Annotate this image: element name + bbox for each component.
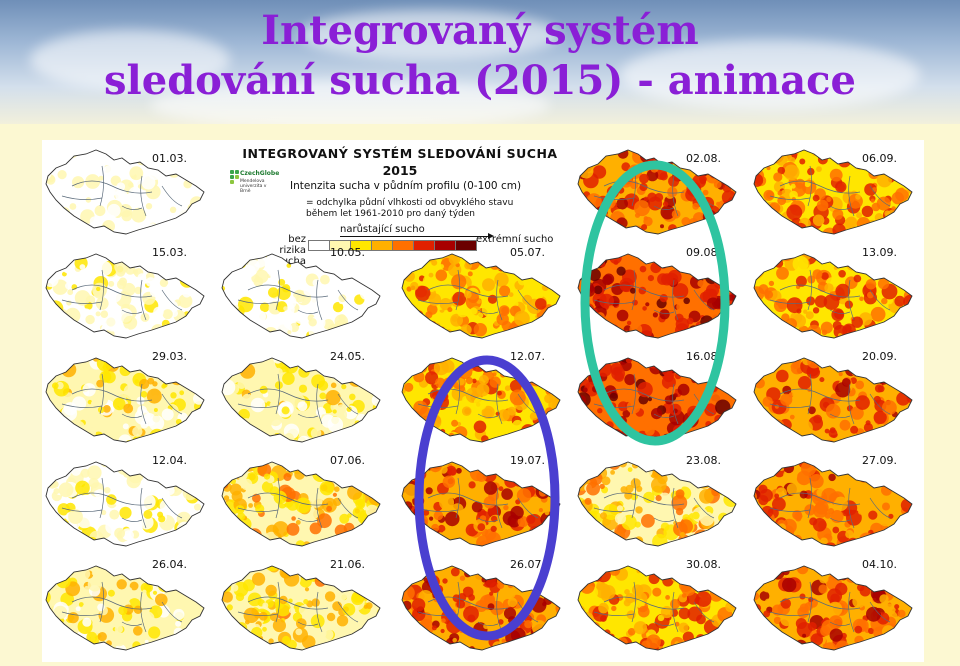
- map-date-label: 26.04.: [152, 558, 187, 571]
- legend-swatch-7: [455, 240, 477, 251]
- drought-map: 21.06.: [218, 558, 386, 654]
- drought-map-graphic: [221, 253, 381, 339]
- map-date-label: 16.08.: [686, 350, 721, 363]
- drought-map: 02.08.: [574, 146, 742, 238]
- drought-map-graphic: [45, 461, 205, 547]
- drought-map: 01.03.: [42, 146, 210, 238]
- legend-year: 2015: [382, 163, 418, 178]
- czechglobe-logo: CzechGlobe Mendelova univerzita v Brně: [230, 168, 279, 210]
- drought-map: 24.05.: [218, 350, 386, 446]
- legend-arrow-line: [340, 236, 492, 237]
- drought-map: 29.03.: [42, 350, 210, 446]
- drought-map-graphic: [401, 565, 561, 651]
- map-grid-panel: CzechGlobe Mendelova univerzita v Brně I…: [42, 140, 924, 662]
- map-date-label: 07.06.: [330, 454, 365, 467]
- drought-map-graphic: [577, 565, 737, 651]
- map-date-label: 09.08.: [686, 246, 721, 259]
- drought-map: 30.08.: [574, 558, 742, 654]
- drought-map-graphic: [753, 253, 913, 339]
- legend-arrow-head: [488, 233, 494, 239]
- map-date-label: 10.05.: [330, 246, 365, 259]
- logo-small-text: Mendelova univerzita v Brně: [240, 179, 267, 194]
- drought-map: 12.04.: [42, 454, 210, 550]
- map-date-label: 02.08.: [686, 152, 721, 165]
- drought-map: 20.09.: [750, 350, 918, 446]
- map-date-label: 05.07.: [510, 246, 545, 259]
- drought-map: 07.06.: [218, 454, 386, 550]
- map-date-label: 15.03.: [152, 246, 187, 259]
- drought-map-graphic: [45, 565, 205, 651]
- drought-map: 27.09.: [750, 454, 918, 550]
- map-date-label: 01.03.: [152, 152, 187, 165]
- drought-map: 04.10.: [750, 558, 918, 654]
- slide-header: Integrovaný systém sledování sucha (2015…: [0, 0, 960, 124]
- map-date-label: 27.09.: [862, 454, 897, 467]
- drought-map-graphic: [753, 565, 913, 651]
- drought-map: 15.03.: [42, 246, 210, 342]
- drought-map-graphic: [221, 461, 381, 547]
- legend-subtitle: Intenzita sucha v půdním profilu (0-100 …: [290, 180, 522, 192]
- drought-map: 13.09.: [750, 246, 918, 342]
- map-date-label: 29.03.: [152, 350, 187, 363]
- legend-left-label: bez rizika sucha: [276, 234, 306, 267]
- drought-map-graphic: [45, 357, 205, 443]
- map-date-label: 06.09.: [862, 152, 897, 165]
- map-date-label: 30.08.: [686, 558, 721, 571]
- map-date-label: 26.07.: [510, 558, 545, 571]
- legend-arrow-label: narůstající sucho: [340, 224, 425, 235]
- drought-map: 05.07.: [398, 246, 566, 342]
- slide-title-line1: Integrovaný systém: [261, 7, 699, 54]
- drought-map: 06.09.: [750, 146, 918, 238]
- logo-brand: CzechGlobe: [240, 170, 280, 177]
- map-date-label: 12.07.: [510, 350, 545, 363]
- drought-map: 26.07.: [398, 558, 566, 654]
- drought-map: 10.05.: [218, 246, 386, 342]
- legend-title: INTEGROVANÝ SYSTÉM SLEDOVÁNÍ SUCHA: [242, 146, 558, 161]
- drought-map: 09.08.: [574, 246, 742, 342]
- legend-color-scale: [308, 240, 477, 251]
- map-date-label: 04.10.: [862, 558, 897, 571]
- drought-map-graphic: [577, 357, 737, 443]
- drought-map-graphic: [753, 461, 913, 547]
- legend-right-label: extrémní sucho: [476, 234, 554, 245]
- map-date-label: 12.04.: [152, 454, 187, 467]
- drought-map: 16.08.: [574, 350, 742, 446]
- drought-map-graphic: [45, 253, 205, 339]
- map-date-label: 21.06.: [330, 558, 365, 571]
- drought-map-graphic: [401, 357, 561, 443]
- map-date-label: 24.05.: [330, 350, 365, 363]
- drought-map-graphic: [221, 357, 381, 443]
- drought-map-graphic: [221, 565, 381, 651]
- map-date-label: 19.07.: [510, 454, 545, 467]
- drought-map-graphic: [45, 149, 205, 235]
- map-date-label: 23.08.: [686, 454, 721, 467]
- drought-map-graphic: [753, 357, 913, 443]
- map-date-label: 13.09.: [862, 246, 897, 259]
- drought-map-graphic: [753, 149, 913, 235]
- drought-map-graphic: [577, 461, 737, 547]
- map-date-label: 20.09.: [862, 350, 897, 363]
- drought-map: 19.07.: [398, 454, 566, 550]
- drought-map-graphic: [577, 253, 737, 339]
- drought-map: 23.08.: [574, 454, 742, 550]
- drought-map-graphic: [401, 461, 561, 547]
- slide-title-line2: sledování sucha (2015) - animace: [104, 57, 856, 104]
- drought-map-graphic: [401, 253, 561, 339]
- legend: CzechGlobe Mendelova univerzita v Brně I…: [230, 144, 570, 267]
- drought-map: 26.04.: [42, 558, 210, 654]
- legend-description: = odchylka půdní vlhkosti od obvyklého s…: [306, 198, 514, 219]
- drought-map: 12.07.: [398, 350, 566, 446]
